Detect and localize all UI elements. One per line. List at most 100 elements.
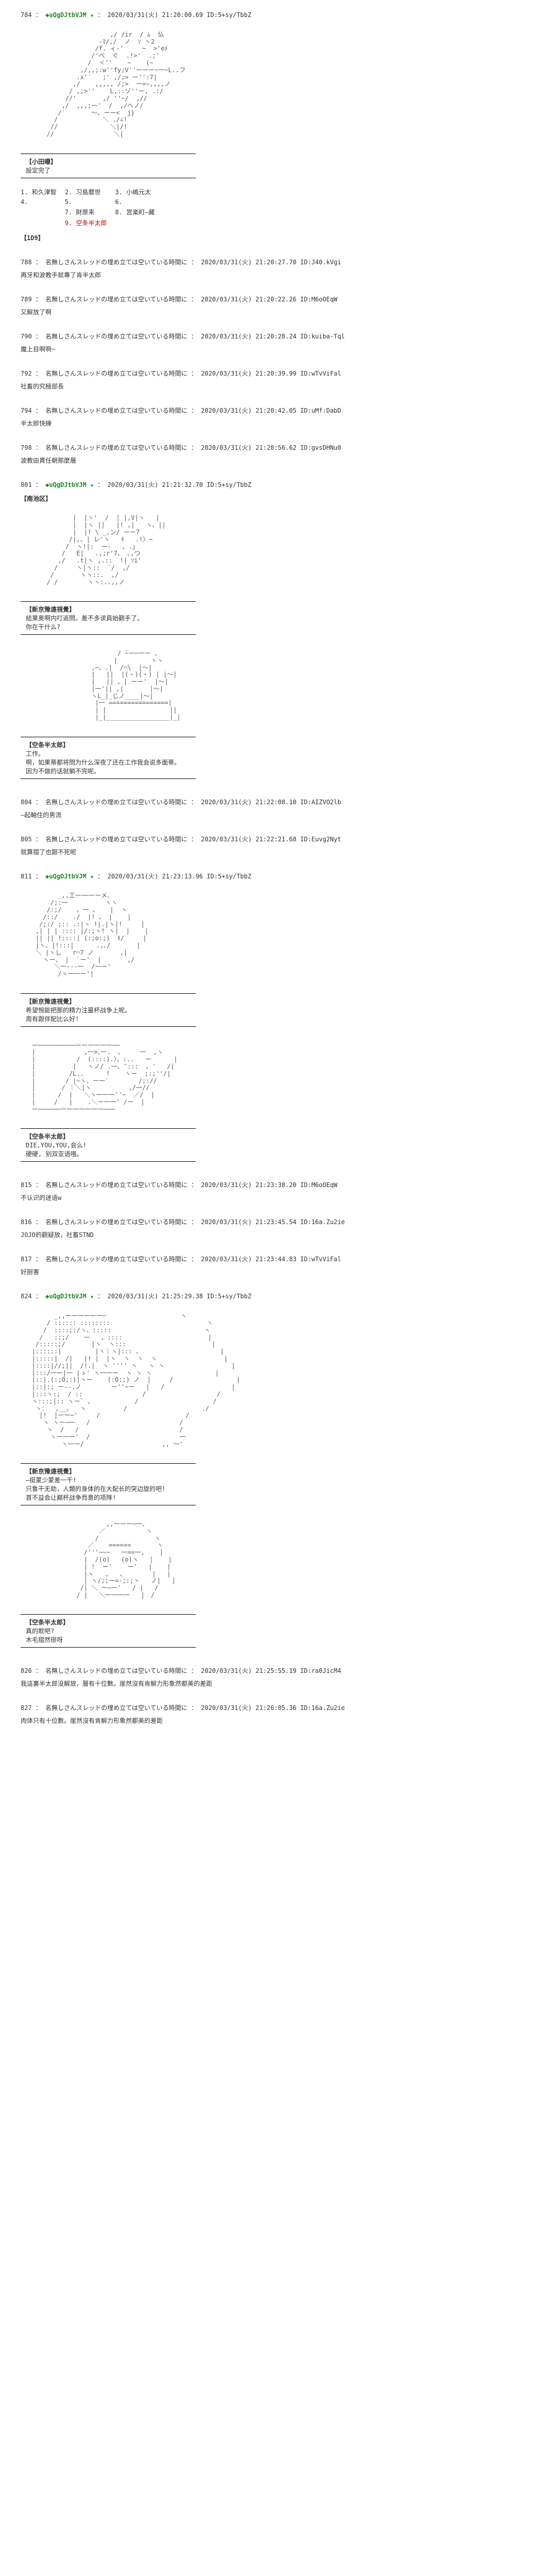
post-trip: ◆uQgDJtbVJM ★ [45, 1293, 94, 1300]
table-row: 4. 5. 6. [21, 197, 163, 207]
post-name: 名無しさんスレッドの埋め立ては空いている時間に [45, 836, 187, 843]
post-header: 811 ： ◆uQgDJtbVJM ★ ： 2020/03/31(火) 21:2… [21, 872, 520, 880]
cell: 3. 小嶋元太 [115, 187, 163, 197]
dialog-6: 【空条半太郎】 真的欺吧? 木毛摺然很呀 [21, 1614, 196, 1648]
line: 首不益会让巅杯战争而意的项隊! [26, 1493, 191, 1502]
post-num: 815 [21, 1181, 32, 1189]
dialog-1: 【新京豫遠視覺】 結果奥啊内叮返問。差不多读員始觀手了。 你在干什么? [21, 601, 196, 635]
post-id: ID:gvsDHNu0 [300, 444, 341, 451]
dialog-3: 【新京豫遠視覺】 希望惋能把那的精力注量杯战争上呢。 周有跟伴配比么好! [21, 993, 196, 1027]
line: 硬硬, 别双亚语哦。 [26, 1149, 191, 1158]
cell: 2. 习島暦世 [65, 187, 115, 197]
box-odakure: 【小田曝】 設定完了 [21, 154, 196, 178]
post-id: ID:5+sy/TbbZ [207, 1293, 251, 1300]
post-798: 798 ： 名無しさんスレッドの埋め立ては空いている時間に ： 2020/03/… [21, 443, 520, 465]
post-msg: 好厨害 [21, 1267, 520, 1276]
post-msg: 魔上目啊啊~ [21, 345, 520, 353]
post-name: 名無しさんスレッドの埋め立ては空いている時間に [45, 1256, 187, 1263]
post-date: 2020/03/31(火) 21:20:27.70 [201, 259, 296, 266]
post-header: 826 ： 名無しさんスレッドの埋め立ては空いている時間に ： 2020/03/… [21, 1666, 520, 1675]
post-header: 827 ： 名無しさんスレッドの埋め立ては空いている時間に ： 2020/03/… [21, 1703, 520, 1712]
post-num: 790 [21, 333, 32, 340]
post-num: 788 [21, 259, 32, 266]
line: 你在干什么? [26, 622, 191, 631]
line: 啊，如果蒂都将問为什么深夜了还在工作我会说多面蒂。 [26, 758, 191, 767]
line: 周有跟伴配比么好! [26, 1014, 191, 1023]
cell: 4. [21, 197, 65, 207]
cell: 6. [115, 197, 163, 207]
table-row: 7. 財原来 8. 営楽町—藏 [21, 207, 163, 217]
post-817: 817 ： 名無しさんスレッドの埋め立ては空いている時間に ： 2020/03/… [21, 1255, 520, 1276]
post-date: 2020/03/31(火) 21:20:00.69 [108, 11, 203, 19]
team-list: 1. 和久津智 2. 习島暦世 3. 小嶋元太 4. 5. 6. 7. 財原来 … [21, 187, 520, 228]
post-811: 811 ： ◆uQgDJtbVJM ★ ： 2020/03/31(火) 21:2… [21, 872, 520, 1165]
speaker: 【空条半太郎】 [26, 1618, 191, 1626]
post-id: ID:kuiba-Tql [300, 333, 345, 340]
post-date: 2020/03/31(火) 21:26:05.36 [201, 1704, 296, 1711]
post-msg: 再牙和波教手就專了肯半太郎 [21, 270, 520, 279]
post-date: 2020/03/31(火) 21:22:08.10 [201, 799, 296, 806]
post-num: 798 [21, 444, 32, 451]
post-header: 815 ： 名無しさんスレッドの埋め立ては空いている時間に ： 2020/03/… [21, 1180, 520, 1189]
dialog-2: 【空条半太郎】 工作。 啊，如果蒂都将問为什么深夜了还在工作我会说多面蒂。 因为… [21, 737, 196, 779]
table-row: 1. 和久津智 2. 习島暦世 3. 小嶋元太 [21, 187, 163, 197]
post-826: 826 ： 名無しさんスレッドの埋め立ては空いている時間に ： 2020/03/… [21, 1666, 520, 1688]
post-num: 827 [21, 1704, 32, 1711]
post-header: 798 ： 名無しさんスレッドの埋め立ては空いている時間に ： 2020/03/… [21, 443, 520, 452]
post-header: 804 ： 名無しさんスレッドの埋め立ては空いている時間に ： 2020/03/… [21, 798, 520, 806]
post-id: ID:ra0JicM4 [300, 1667, 341, 1674]
post-num: 789 [21, 296, 32, 303]
post-msg: JOJO的觀疑放，社畜STND [21, 1230, 520, 1239]
post-name: 名無しさんスレッドの埋め立ては空いている時間に [45, 799, 187, 806]
post-num: 811 [21, 873, 32, 880]
post-msg: 半太郎快練 [21, 419, 520, 428]
post-794: 794 ： 名無しさんスレッドの埋め立ては空いている時間に ： 2020/03/… [21, 406, 520, 428]
ascii-art-profile-1: | |ヽ' / | |,V|ヽ | | |ヽ || |! ,| ヽ、|| | |… [21, 508, 520, 594]
post-824: 824 ： ◆uQgDJtbVJM ★ ： 2020/03/31(火) 21:2… [21, 1292, 520, 1651]
post-827: 827 ： 名無しさんスレッドの埋め立ては空いている時間に ： 2020/03/… [21, 1703, 520, 1725]
post-date: 2020/03/31(火) 21:22:21.68 [201, 836, 296, 843]
post-801: 801 ： ◆uQgDJtbVJM ★ ： 2020/03/31(火) 21:2… [21, 480, 520, 782]
post-815: 815 ： 名無しさんスレッドの埋め立ては空いている時間に ： 2020/03/… [21, 1180, 520, 1202]
post-msg: 我這裏半太郎没解放，層有十位數。崖然沒有肯解力形象然都美的差距 [21, 1679, 520, 1688]
line: —挺蒙少蒙差一千! [26, 1476, 191, 1484]
post-date: 2020/03/31(火) 21:20:39.99 [201, 370, 296, 377]
post-id: ID:wTvViFal [300, 1256, 341, 1263]
cell: 5. [65, 197, 115, 207]
line: 只鲁干无助，人類的身体的在大配长的突边旋的吧! [26, 1484, 191, 1493]
post-789: 789 ： 名無しさんスレッドの埋め立ては空いている時間に ： 2020/03/… [21, 295, 520, 316]
post-id: ID:16a.Zu2ie [300, 1704, 345, 1711]
box-sub: 設定完了 [26, 166, 191, 175]
post-msg: 就算摺了也跟不死呢 [21, 848, 520, 856]
post-name: 名無しさんスレッドの埋め立ては空いている時間に [45, 296, 187, 303]
post-date: 2020/03/31(火) 21:20:22.26 [201, 296, 296, 303]
dialog-4: 【空条半太郎】 DIE,YOU,YOU,会么! 硬硬, 别双亚语哦。 [21, 1128, 196, 1162]
post-msg: 又解放了啊 [21, 308, 520, 316]
table-row: 9. 空条半太郎 [21, 217, 163, 228]
cell: 8. 営楽町—藏 [115, 207, 163, 217]
post-date: 2020/03/31(火) 21:21:32.70 [108, 481, 203, 488]
post-date: 2020/03/31(火) 21:20:56.62 [201, 444, 296, 451]
post-788: 788 ： 名無しさんスレッドの埋め立ては空いている時間に ： 2020/03/… [21, 258, 520, 279]
post-header: 801 ： ◆uQgDJtbVJM ★ ： 2020/03/31(火) 21:2… [21, 480, 520, 489]
post-header: 788 ： 名無しさんスレッドの埋め立ては空いている時間に ： 2020/03/… [21, 258, 520, 266]
dialog-5: 【新京豫遠視覺】 —挺蒙少蒙差一千! 只鲁干无助，人類的身体的在大配长的突边旋的… [21, 1463, 196, 1505]
box-label: 【小田曝】 [26, 157, 191, 166]
post-name: 名無しさんスレッドの埋め立ては空いている時間に [45, 1704, 187, 1711]
post-header: 789 ： 名無しさんスレッドの埋め立ては空いている時間に ： 2020/03/… [21, 295, 520, 303]
ascii-art-jotaro: ー──────────ーー一一一一── | ,一>､ー. ､ 一 ,ヽ | / … [21, 1035, 520, 1121]
post-header: 817 ： 名無しさんスレッドの埋め立ては空いている時間に ： 2020/03/… [21, 1255, 520, 1263]
post-msg: 肉体只有十位數。崖然沒有肯解力形象然都美的差距 [21, 1716, 520, 1725]
line: 希望惋能把那的精力注量杯战争上呢。 [26, 1006, 191, 1014]
post-header: 824 ： ◆uQgDJtbVJM ★ ： 2020/03/31(火) 21:2… [21, 1292, 520, 1300]
post-name: 名無しさんスレッドの埋め立ては空いている時間に [45, 1181, 187, 1189]
post-id: ID:5+sy/TbbZ [207, 481, 251, 488]
post-num: 784 [21, 11, 32, 19]
post-msg: 社畜的究極部長 [21, 382, 520, 391]
section-label: 【南池区】 [21, 494, 520, 503]
post-name: 名無しさんスレッドの埋め立ては空いている時間に [45, 1218, 187, 1226]
post-num: 801 [21, 481, 32, 488]
post-header: 792 ： 名無しさんスレッドの埋め立ては空いている時間に ： 2020/03/… [21, 369, 520, 378]
post-name: 名無しさんスレッドの埋め立ては空いている時間に [45, 259, 187, 266]
cell-highlight: 9. 空条半太郎 [65, 217, 115, 228]
